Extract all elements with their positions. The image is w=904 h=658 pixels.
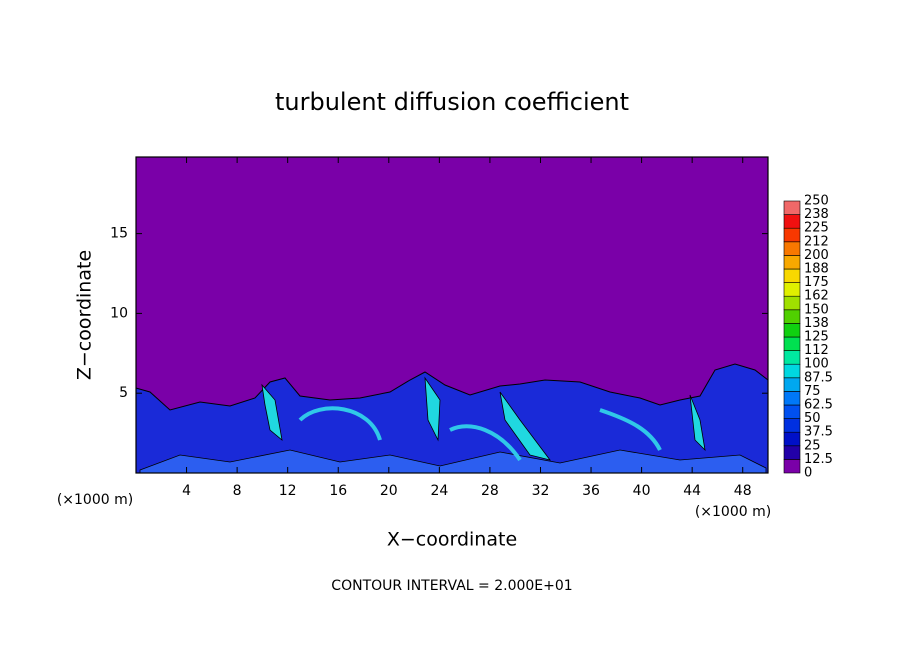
colorbar-segment: [783, 309, 801, 324]
colorbar-segment: [783, 391, 801, 406]
colorbar-label: 138: [804, 316, 829, 331]
colorbar-segment: [783, 282, 801, 297]
colorbar-segment: [783, 227, 801, 243]
colorbar-label: 100: [804, 357, 829, 372]
x-tick-label: 36: [582, 483, 600, 499]
plot-frame: [135, 156, 769, 474]
colorbar-label: 212: [804, 234, 829, 249]
x-tick-label: 12: [279, 483, 297, 499]
x-tick-label: 8: [233, 483, 242, 499]
x-tick-label: 28: [481, 483, 499, 499]
colorbar-label: 175: [804, 275, 829, 290]
y-tick-label: 5: [119, 385, 128, 401]
x-axis-label: X−coordinate: [387, 529, 517, 551]
x-tick-label: 4: [182, 483, 191, 499]
colorbar-label: 12.5: [804, 452, 833, 467]
x-tick-label: 24: [430, 483, 448, 499]
colorbar-segment: [783, 255, 801, 270]
colorbar-label: 62.5: [804, 398, 833, 413]
colorbar-label: 225: [804, 221, 829, 236]
colorbar-segment: [783, 200, 801, 215]
colorbar-label: 87.5: [804, 370, 833, 385]
colorbar-label: 37.5: [804, 425, 833, 440]
plot-area: [135, 156, 769, 474]
x-tick-label: 48: [734, 483, 752, 499]
colorbar-label: 75: [804, 384, 821, 399]
colorbar-segment: [783, 268, 801, 283]
colorbar: 012.52537.55062.57587.510011212513815016…: [783, 194, 833, 481]
colorbar-segment: [783, 350, 801, 365]
colorbar-segment: [783, 445, 801, 460]
colorbar-segment: [783, 363, 801, 379]
x-tick-label: 32: [532, 483, 550, 499]
colorbar-segment: [783, 323, 801, 338]
field-region: [135, 363, 769, 474]
x-tick-label: 16: [329, 483, 347, 499]
annotation: CONTOUR INTERVAL = 2.000E+01: [331, 578, 572, 594]
colorbar-label: 238: [804, 207, 829, 222]
colorbar-label: 150: [804, 302, 829, 317]
colorbar-segment: [783, 295, 801, 311]
colorbar-label: 25: [804, 438, 821, 453]
y-tick-label: 10: [110, 305, 128, 321]
colorbar-label: 162: [804, 289, 829, 304]
x-tick-label: 20: [380, 483, 398, 499]
colorbar-label: 250: [804, 194, 829, 209]
chart-title: turbulent diffusion coefficient: [275, 88, 629, 116]
colorbar-segment: [783, 459, 801, 474]
y-tick-label: 15: [110, 226, 128, 242]
colorbar-label: 112: [804, 343, 829, 358]
colorbar-segment: [783, 241, 801, 256]
y-axis-label: Z−coordinate: [74, 250, 96, 380]
colorbar-label: 188: [804, 262, 829, 277]
colorbar-label: 200: [804, 248, 829, 263]
colorbar-segment: [783, 431, 801, 447]
colorbar-segment: [783, 418, 801, 433]
colorbar-label: 0: [804, 466, 812, 481]
field-region: [139, 449, 767, 474]
field-streak: [261, 376, 706, 461]
x-tick-label: 40: [633, 483, 651, 499]
colorbar-segment: [783, 404, 801, 419]
x-tick-label: 44: [683, 483, 701, 499]
colorbar-label: 50: [804, 411, 821, 426]
colorbar-label: 125: [804, 330, 829, 345]
field-streak: [298, 406, 662, 462]
x-unit-label: (×1000 m): [695, 504, 771, 520]
colorbar-segment: [783, 336, 801, 351]
x-unit-label: (×1000 m): [57, 492, 133, 508]
colorbar-segment: [783, 214, 801, 229]
colorbar-segment: [783, 377, 801, 392]
